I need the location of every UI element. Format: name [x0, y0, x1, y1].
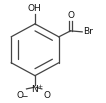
- Text: +: +: [37, 84, 43, 89]
- Text: O: O: [44, 91, 51, 100]
- Text: O: O: [17, 91, 24, 100]
- Text: −: −: [21, 93, 27, 102]
- Text: Br: Br: [83, 27, 93, 36]
- Text: O: O: [67, 11, 74, 20]
- Text: OH: OH: [28, 4, 41, 13]
- Text: N: N: [32, 85, 38, 94]
